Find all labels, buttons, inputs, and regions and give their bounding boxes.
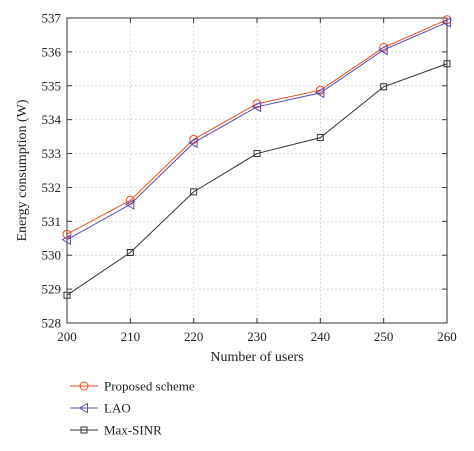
x-tick-label: 240 <box>311 329 331 344</box>
legend-marker <box>80 426 88 434</box>
data-point <box>124 199 135 210</box>
data-point <box>251 101 261 113</box>
y-axis-label: Energy consumption (W) <box>15 99 30 241</box>
x-axis-label: Number of users <box>210 350 303 365</box>
y-tick-label: 531 <box>42 214 62 229</box>
y-tick-labels: 528 529 530 531 532 533 534 535 536 537 <box>42 11 62 331</box>
y-tick-label: 528 <box>42 316 62 331</box>
legend-item: LAO <box>70 401 131 416</box>
series-line <box>66 63 448 296</box>
data-point <box>188 137 198 149</box>
data-point <box>62 229 72 239</box>
data-point <box>61 234 71 245</box>
series-line <box>66 21 448 241</box>
legend-marker <box>78 402 88 414</box>
legend: Proposed scheme LAO Max-SINR <box>70 379 195 438</box>
x-tick-labels: 200 210 220 230 240 250 260 <box>57 329 457 344</box>
legend-label: Proposed scheme <box>104 379 195 394</box>
y-tick-label: 529 <box>42 282 62 297</box>
x-tick-label: 230 <box>247 329 267 344</box>
data-point <box>443 60 451 68</box>
legend-item: Max-SINR <box>70 423 162 438</box>
y-tick-label: 535 <box>42 78 62 93</box>
data-point <box>316 134 324 142</box>
y-tick-label: 530 <box>42 248 62 263</box>
x-tick-label: 210 <box>121 329 141 344</box>
legend-item: Proposed scheme <box>70 379 195 394</box>
series-1 <box>61 17 451 245</box>
data-point <box>253 150 261 158</box>
grid-lines <box>66 17 448 324</box>
data-point <box>378 44 388 56</box>
x-tick-label: 200 <box>57 329 77 344</box>
data-point <box>190 188 198 196</box>
tick-marks <box>66 17 448 324</box>
data-point <box>63 291 71 299</box>
y-tick-label: 537 <box>42 11 62 26</box>
data-point <box>380 83 388 91</box>
legend-marker <box>79 381 89 391</box>
y-tick-label: 534 <box>42 112 62 127</box>
legend-label: Max-SINR <box>104 423 162 438</box>
y-tick-label: 532 <box>42 180 62 195</box>
series-2 <box>63 60 451 299</box>
y-tick-label: 536 <box>42 44 62 59</box>
x-tick-label: 220 <box>184 329 204 344</box>
data-point <box>314 87 325 99</box>
data-point <box>126 249 134 257</box>
y-tick-label: 533 <box>42 146 62 161</box>
series-layer <box>61 15 452 299</box>
legend-label: LAO <box>104 401 131 416</box>
data-point <box>441 17 451 28</box>
x-tick-label: 250 <box>374 329 394 344</box>
x-tick-label: 260 <box>437 329 457 344</box>
